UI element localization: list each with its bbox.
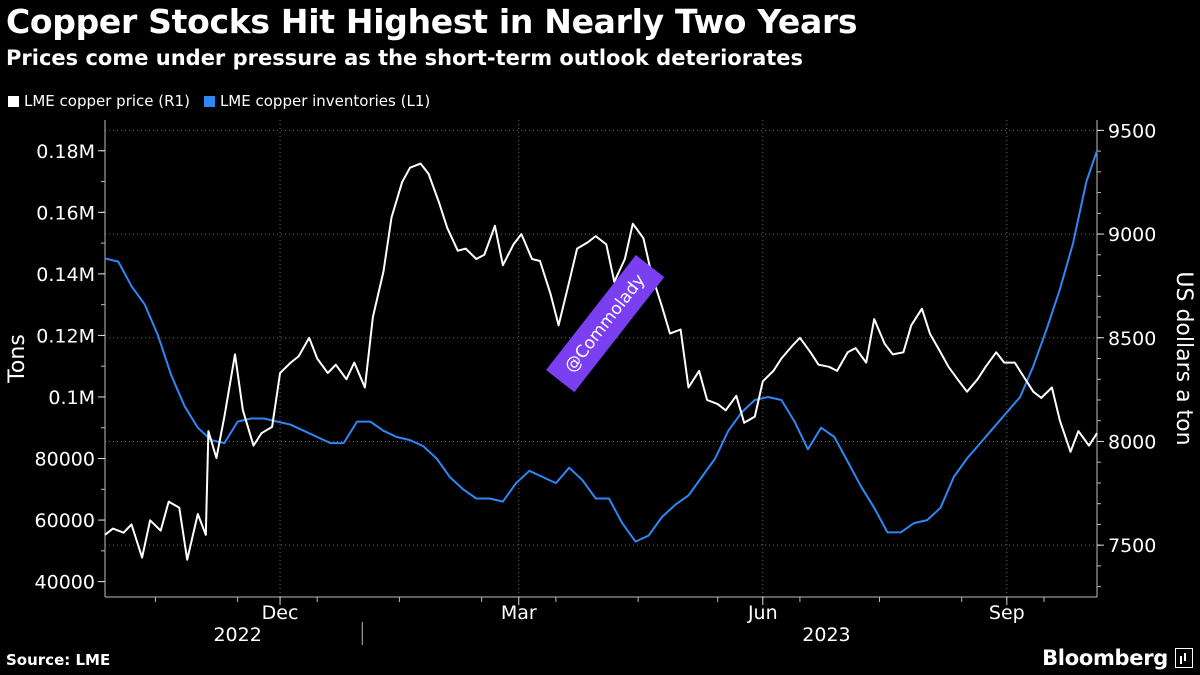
source-note: Source: LME bbox=[6, 651, 111, 669]
legend-swatch-inventories bbox=[203, 95, 215, 107]
year-label: 2022 bbox=[213, 624, 261, 646]
left-tick-label: 60000 bbox=[35, 510, 95, 532]
right-tick-label: 9500 bbox=[1108, 120, 1156, 142]
legend-label-price: LME copper price (R1) bbox=[24, 92, 190, 110]
left-axis-title: Tons bbox=[5, 334, 30, 384]
left-tick-label: 0.14M bbox=[36, 264, 95, 286]
series-line-price bbox=[104, 162, 1098, 561]
x-tick-label: Sep bbox=[989, 602, 1025, 624]
x-tick-label: Mar bbox=[501, 602, 537, 624]
right-tick-label: 9000 bbox=[1108, 224, 1156, 246]
series-line-inventories bbox=[104, 150, 1098, 543]
left-tick-label: 0.18M bbox=[36, 141, 95, 163]
chart-subtitle: Prices come under pressure as the short-… bbox=[6, 46, 804, 70]
chart-title: Copper Stocks Hit Highest in Nearly Two … bbox=[6, 2, 858, 41]
left-tick-label: 40000 bbox=[35, 572, 95, 594]
legend-swatch-price bbox=[8, 95, 19, 107]
right-tick-label: 8500 bbox=[1108, 328, 1156, 350]
right-axis-title: US dollars a ton bbox=[1171, 271, 1196, 445]
legend: LME copper price (R1) LME copper invento… bbox=[8, 92, 430, 110]
x-tick-label: Jun bbox=[747, 602, 778, 624]
left-tick-label: 0.12M bbox=[36, 325, 95, 347]
left-tick-label: 80000 bbox=[35, 449, 95, 471]
x-tick-label: Dec bbox=[262, 602, 299, 624]
bloomberg-logo: Bloomberg bbox=[1042, 646, 1168, 670]
left-tick-label: 0.1M bbox=[48, 387, 95, 409]
legend-item-inventories: LME copper inventories (L1) bbox=[203, 92, 431, 110]
right-tick-label: 7500 bbox=[1108, 535, 1156, 557]
legend-label-inventories: LME copper inventories (L1) bbox=[219, 92, 431, 110]
right-tick-label: 8000 bbox=[1108, 431, 1156, 453]
legend-item-price: LME copper price (R1) bbox=[8, 92, 190, 110]
year-label: 2023 bbox=[802, 624, 850, 646]
left-tick-label: 0.16M bbox=[36, 202, 95, 224]
bloomberg-icon bbox=[1175, 648, 1193, 668]
